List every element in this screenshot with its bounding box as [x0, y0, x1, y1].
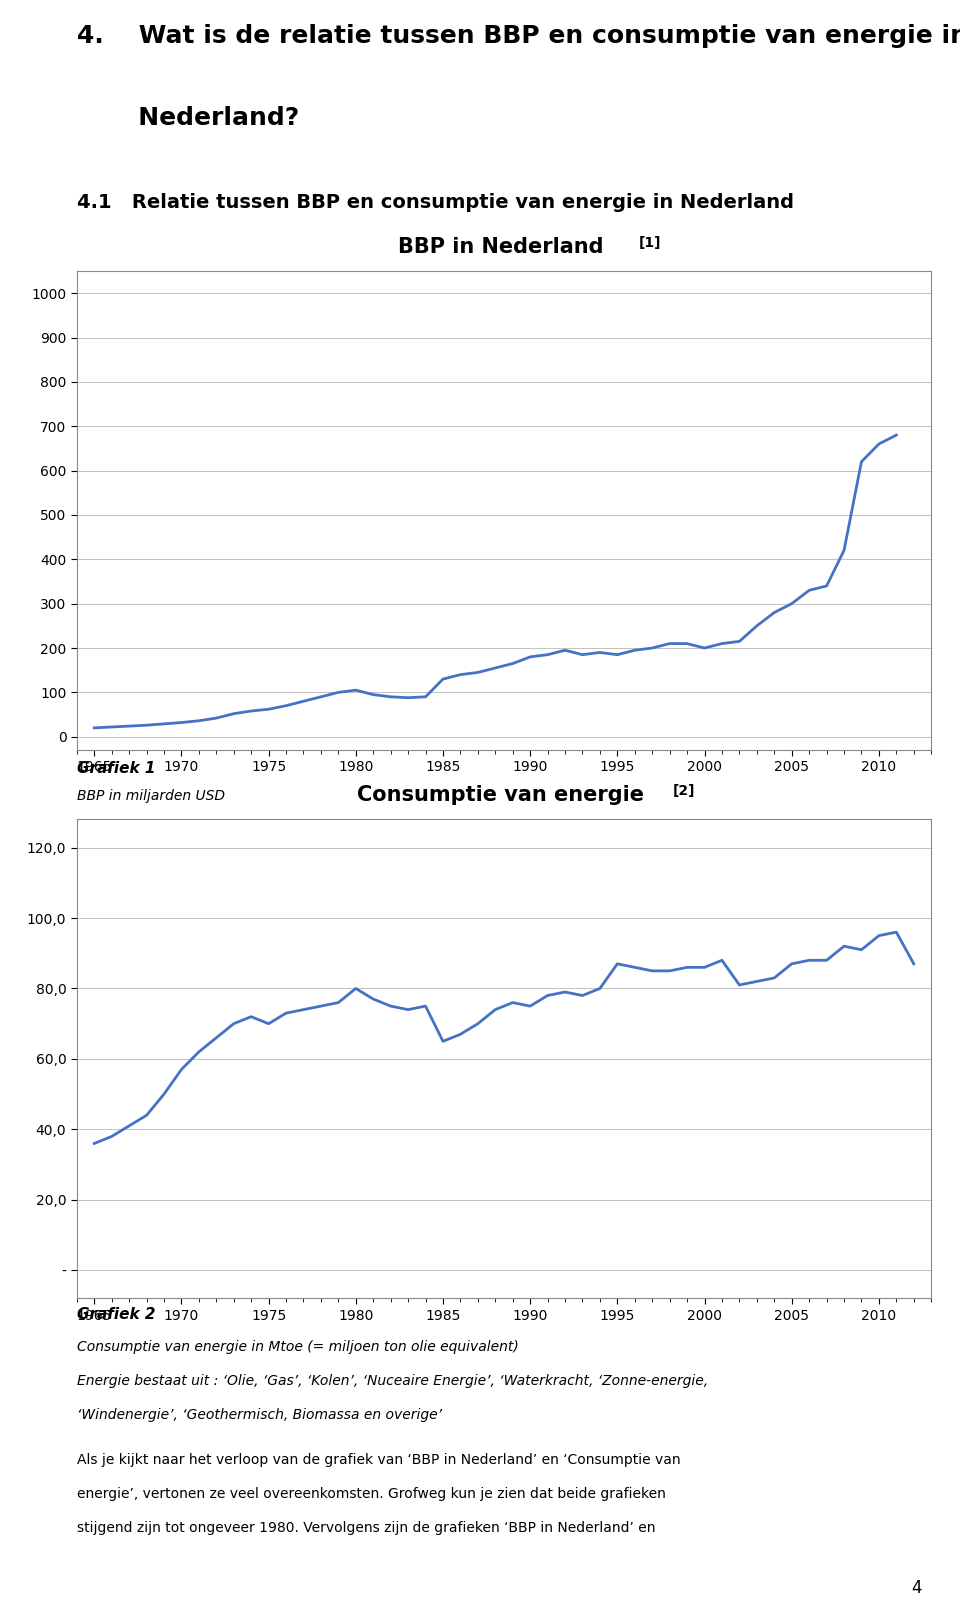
Text: BBP in miljarden USD: BBP in miljarden USD [77, 789, 225, 803]
Text: Consumptie van energie in Mtoe (= miljoen ton olie equivalent): Consumptie van energie in Mtoe (= miljoe… [77, 1340, 518, 1355]
Text: 4: 4 [911, 1579, 922, 1597]
Text: Als je kijkt naar het verloop van de grafiek van ‘BBP in Nederland’ en ‘Consumpt: Als je kijkt naar het verloop van de gra… [77, 1453, 681, 1468]
Text: Grafiek 1: Grafiek 1 [77, 761, 156, 776]
Text: BBP in Nederland: BBP in Nederland [397, 237, 611, 256]
Text: Grafiek 2: Grafiek 2 [77, 1307, 156, 1321]
Text: 4.1   Relatie tussen BBP en consumptie van energie in Nederland: 4.1 Relatie tussen BBP en consumptie van… [77, 192, 794, 211]
Text: 4.    Wat is de relatie tussen BBP en consumptie van energie in: 4. Wat is de relatie tussen BBP en consu… [77, 24, 960, 48]
Text: Consumptie van energie: Consumptie van energie [357, 786, 651, 805]
Text: ‘Windenergie’, ‘Geothermisch, Biomassa en overige’: ‘Windenergie’, ‘Geothermisch, Biomassa e… [77, 1408, 442, 1421]
Text: [1]: [1] [639, 235, 661, 250]
Text: stijgend zijn tot ongeveer 1980. Vervolgens zijn de grafieken ‘BBP in Nederland’: stijgend zijn tot ongeveer 1980. Vervolg… [77, 1521, 656, 1536]
Text: [2]: [2] [673, 784, 696, 798]
Text: energie’, vertonen ze veel overeenkomsten. Grofweg kun je zien dat beide grafiek: energie’, vertonen ze veel overeenkomste… [77, 1487, 665, 1502]
Text: Nederland?: Nederland? [77, 106, 300, 131]
Text: Energie bestaat uit : ‘Olie, ‘Gas’, ‘Kolen’, ‘Nuceaire Energie’, ‘Waterkracht, ‘: Energie bestaat uit : ‘Olie, ‘Gas’, ‘Kol… [77, 1374, 708, 1389]
